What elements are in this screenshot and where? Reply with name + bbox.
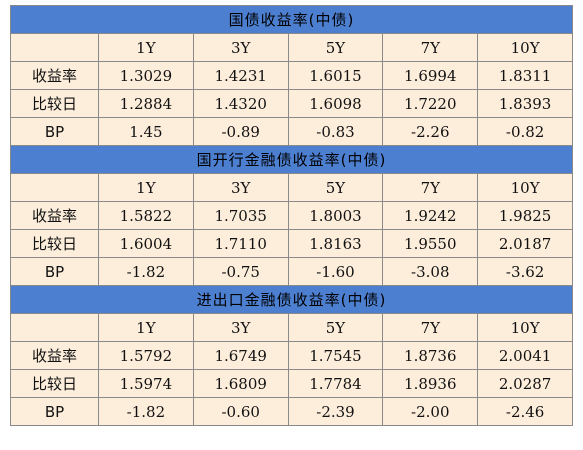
- table-row: BP 1.45 -0.89 -0.83 -2.26 -0.82: [10, 117, 574, 146]
- table-cell: 1.4320: [192, 89, 289, 118]
- table-cell: 1.8163: [287, 229, 384, 258]
- table-cell: 1.8936: [382, 369, 479, 398]
- table-cell: 1.8736: [382, 341, 479, 370]
- section-title-row: 进出口金融债收益率(中债): [9, 285, 574, 314]
- table-row: BP -1.82 -0.60 -2.39 -2.00 -2.46: [10, 397, 574, 426]
- table-cell: 2.0187: [477, 229, 574, 258]
- table-cell: -2.46: [477, 397, 574, 426]
- table-cell: -0.83: [287, 117, 384, 146]
- section-title: 进出口金融债收益率(中债): [9, 285, 574, 314]
- table-cell: -1.82: [98, 397, 194, 426]
- section-title: 国开行金融债收益率(中债): [9, 145, 574, 174]
- table-cell: 1.8003: [287, 201, 384, 230]
- table-cell: 1.7220: [382, 89, 479, 118]
- table-cell: 1.7110: [192, 229, 289, 258]
- table-cell: 1.6994: [382, 61, 479, 90]
- table-cell: -1.60: [287, 257, 384, 286]
- column-header: 1Y: [98, 33, 194, 62]
- table-cell: 1.7035: [192, 201, 289, 230]
- table-cell: 1.6098: [287, 89, 384, 118]
- table-cell: 1.6004: [98, 229, 194, 258]
- table-row: 收益率 1.5822 1.7035 1.8003 1.9242 1.9825: [10, 201, 574, 230]
- column-header: 7Y: [382, 173, 479, 202]
- table-cell: 1.7545: [287, 341, 384, 370]
- table-cell: 1.6749: [192, 341, 289, 370]
- table-cell: 1.5792: [98, 341, 194, 370]
- row-label: BP: [10, 257, 99, 286]
- table-cell: -2.39: [287, 397, 384, 426]
- table-row: 比较日 1.2884 1.4320 1.6098 1.7220 1.8393: [10, 89, 574, 118]
- row-label: 收益率: [10, 341, 99, 370]
- table-cell: 1.5822: [98, 201, 194, 230]
- table-cell: 1.9825: [477, 201, 574, 230]
- column-header: 3Y: [192, 173, 289, 202]
- table-cell: 1.6015: [287, 61, 384, 90]
- table-cell: -3.08: [382, 257, 479, 286]
- column-header-row: 1Y 3Y 5Y 7Y 10Y: [10, 33, 574, 62]
- yield-table-container: 国债收益率(中债) 1Y 3Y 5Y 7Y 10Y 收益率 1.3029 1.4…: [9, 5, 574, 426]
- column-header: 10Y: [477, 173, 574, 202]
- table-cell: -0.75: [192, 257, 289, 286]
- row-label: 比较日: [10, 229, 99, 258]
- table-cell: 2.0041: [477, 341, 574, 370]
- row-label: BP: [10, 117, 99, 146]
- row-label: 收益率: [10, 61, 99, 90]
- corner-cell: [10, 313, 99, 342]
- corner-cell: [10, 33, 99, 62]
- column-header-row: 1Y 3Y 5Y 7Y 10Y: [10, 313, 574, 342]
- column-header: 3Y: [192, 313, 289, 342]
- table-cell: -0.89: [192, 117, 289, 146]
- table-cell: -0.60: [192, 397, 289, 426]
- column-header: 5Y: [287, 313, 384, 342]
- column-header: 10Y: [477, 313, 574, 342]
- table-cell: 1.8393: [477, 89, 574, 118]
- table-cell: 1.7784: [287, 369, 384, 398]
- table-cell: 1.8311: [477, 61, 574, 90]
- table-cell: -0.82: [477, 117, 574, 146]
- corner-cell: [10, 173, 99, 202]
- section-title-row: 国开行金融债收益率(中债): [9, 145, 574, 174]
- table-cell: 1.9550: [382, 229, 479, 258]
- section-title: 国债收益率(中债): [9, 5, 574, 34]
- table-cell: 1.2884: [98, 89, 194, 118]
- column-header: 1Y: [98, 173, 194, 202]
- table-cell: 1.6809: [192, 369, 289, 398]
- table-cell: 1.4231: [192, 61, 289, 90]
- column-header: 10Y: [477, 33, 574, 62]
- column-header: 7Y: [382, 313, 479, 342]
- column-header-row: 1Y 3Y 5Y 7Y 10Y: [10, 173, 574, 202]
- table-cell: -1.82: [98, 257, 194, 286]
- table-cell: 1.45: [98, 117, 194, 146]
- column-header: 5Y: [287, 33, 384, 62]
- column-header: 3Y: [192, 33, 289, 62]
- table-cell: 1.3029: [98, 61, 194, 90]
- table-row: 比较日 1.6004 1.7110 1.8163 1.9550 2.0187: [10, 229, 574, 258]
- row-label: 收益率: [10, 201, 99, 230]
- yield-table: 国债收益率(中债) 1Y 3Y 5Y 7Y 10Y 收益率 1.3029 1.4…: [9, 5, 574, 426]
- table-row: 比较日 1.5974 1.6809 1.7784 1.8936 2.0287: [10, 369, 574, 398]
- row-label: BP: [10, 397, 99, 426]
- section-title-row: 国债收益率(中债): [9, 5, 574, 34]
- table-row: 收益率 1.3029 1.4231 1.6015 1.6994 1.8311: [10, 61, 574, 90]
- table-cell: -3.62: [477, 257, 574, 286]
- table-cell: -2.26: [382, 117, 479, 146]
- table-cell: 2.0287: [477, 369, 574, 398]
- row-label: 比较日: [10, 89, 99, 118]
- column-header: 7Y: [382, 33, 479, 62]
- column-header: 1Y: [98, 313, 194, 342]
- table-row: BP -1.82 -0.75 -1.60 -3.08 -3.62: [10, 257, 574, 286]
- table-cell: -2.00: [382, 397, 479, 426]
- table-row: 收益率 1.5792 1.6749 1.7545 1.8736 2.0041: [10, 341, 574, 370]
- table-cell: 1.5974: [98, 369, 194, 398]
- row-label: 比较日: [10, 369, 99, 398]
- column-header: 5Y: [287, 173, 384, 202]
- table-cell: 1.9242: [382, 201, 479, 230]
